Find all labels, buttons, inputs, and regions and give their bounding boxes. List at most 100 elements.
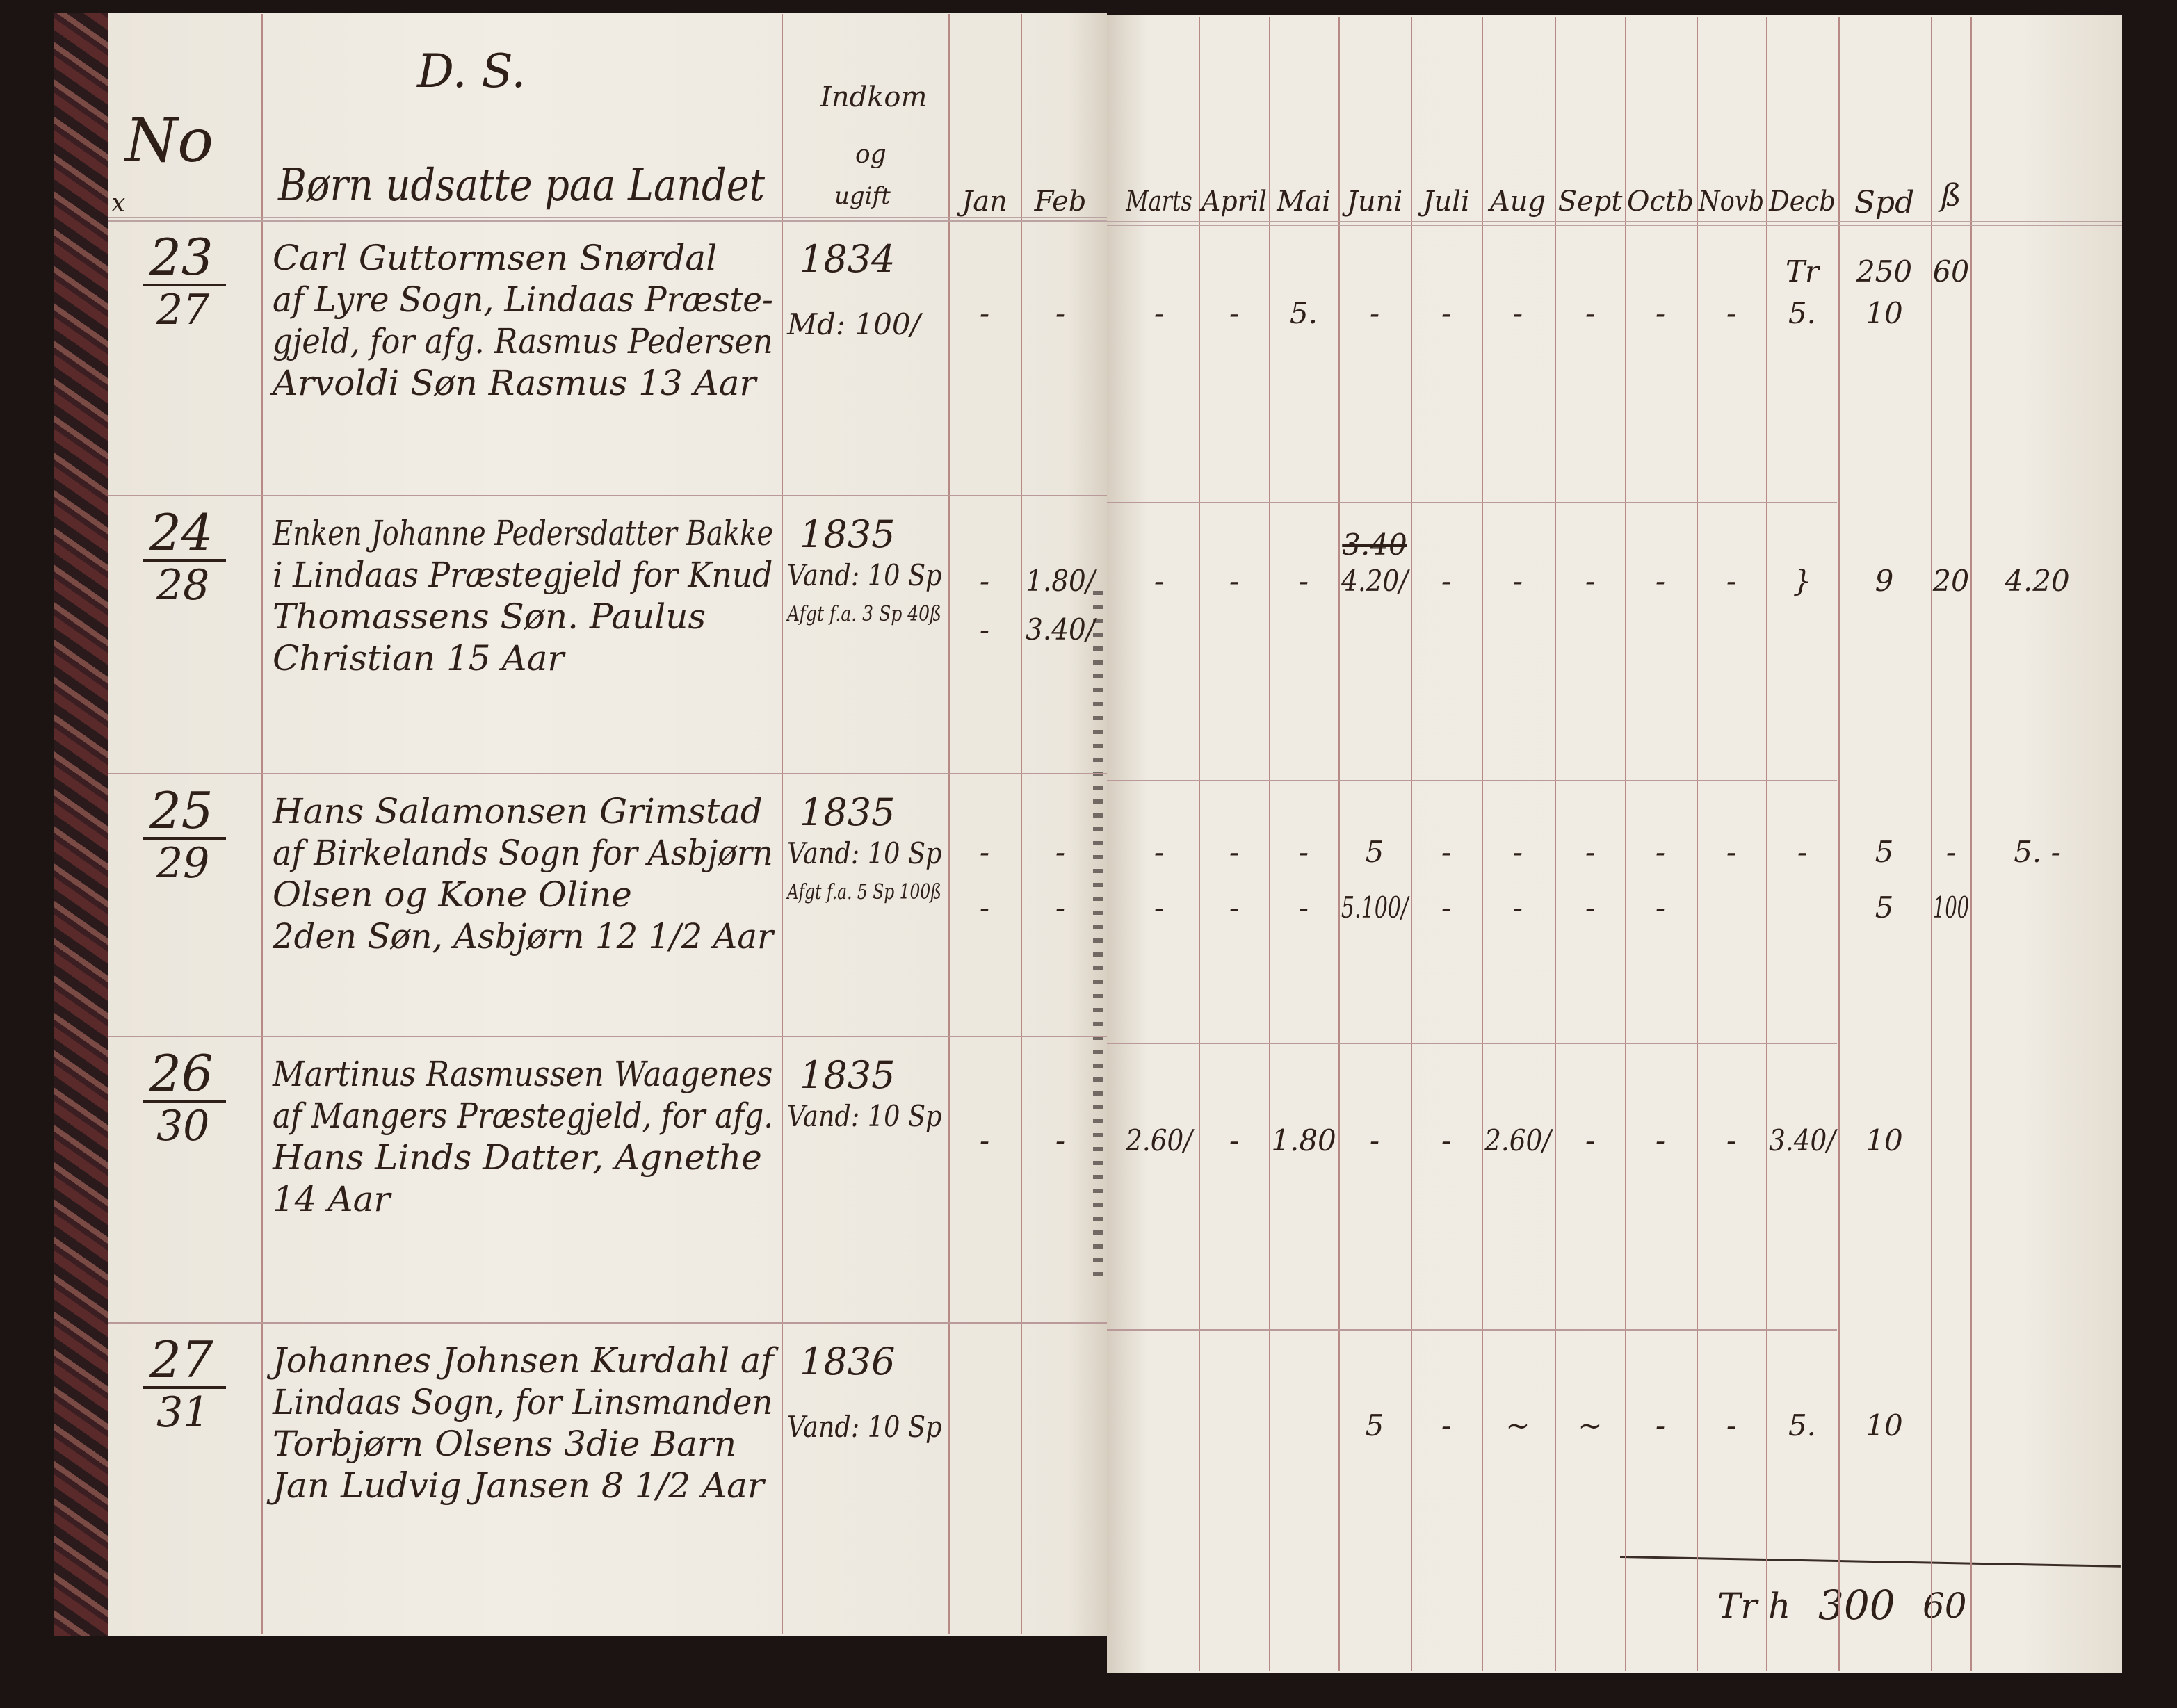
entry-sub-number: 27: [156, 286, 210, 334]
number-fraction-bar: [143, 837, 226, 840]
entry-text-line: af Lyre Sogn, Lindaas Præste-: [273, 279, 773, 320]
payment-feb: 3.40/: [1026, 612, 1095, 646]
entry-text-line: af Birkelands Sogn for Asbjørn: [273, 833, 773, 873]
payment-marts: -: [1154, 296, 1165, 330]
entry-text-line: af Mangers Præstegjeld, for afg.: [273, 1096, 774, 1136]
payment-mai: -: [1298, 564, 1309, 598]
right-page: [1107, 15, 2122, 1673]
payment-juni: 5.100/: [1341, 890, 1409, 925]
payment-mai: 1.80: [1271, 1123, 1336, 1157]
payment-novb: -: [1726, 1123, 1737, 1157]
entry-note: Md: 100/: [787, 307, 921, 341]
row-rule: [1107, 1043, 1837, 1044]
payment-aug: -: [1512, 296, 1523, 330]
payment-jan: -: [979, 890, 990, 925]
month-header-juni: Juni: [1346, 186, 1403, 218]
payment-jan: -: [979, 296, 990, 330]
header-rule: [108, 217, 1107, 222]
payment-aug: -: [1512, 835, 1523, 869]
payment-juni: -: [1369, 1123, 1380, 1157]
payment-marts: -: [1154, 564, 1165, 598]
payment-extra: 4.20: [2005, 564, 2070, 598]
income-header-3: ugift: [834, 182, 891, 210]
entry-note: Afgt f.a. 5 Sp 100ß: [787, 880, 941, 904]
payment-spd: 250: [1856, 254, 1913, 288]
total-prefix: Tr h: [1717, 1586, 1791, 1626]
payment-novb: -: [1726, 564, 1737, 598]
payment-juli: -: [1441, 296, 1452, 330]
column-rule: [261, 14, 263, 1634]
number-header: No: [125, 106, 214, 176]
payment-feb: -: [1055, 296, 1066, 330]
entry-number: 26: [149, 1044, 213, 1103]
entry-sub-number: 28: [156, 561, 210, 610]
payment-spd: 5: [1875, 890, 1894, 925]
column-rule: [1411, 17, 1412, 1671]
income-header-1: Indkom: [820, 81, 928, 113]
number-fraction-bar: [143, 559, 226, 562]
column-rule: [1838, 17, 1840, 1671]
payment-novb: -: [1726, 1408, 1737, 1442]
column-rule: [1766, 17, 1767, 1671]
payment-aug: ~: [1505, 1408, 1530, 1442]
entry-sub-number: 30: [156, 1102, 210, 1150]
payment-skilling: -: [1945, 835, 1957, 869]
month-header-mai: Mai: [1277, 186, 1331, 218]
month-header-feb: Feb: [1034, 186, 1087, 218]
payment-octb: -: [1655, 564, 1666, 598]
payment-jan: -: [979, 835, 990, 869]
entry-text-line: 14 Aar: [273, 1179, 391, 1219]
payment-feb: 1.80/: [1026, 564, 1095, 598]
header-rule: [1107, 221, 2122, 226]
payment-jan: -: [979, 564, 990, 598]
row-rule: [108, 773, 1107, 774]
entry-text-line: Martinus Rasmussen Waagenes: [273, 1054, 773, 1094]
total-spd: 300: [1818, 1581, 1895, 1629]
month-header-juli: Juli: [1423, 186, 1470, 218]
entry-year: 1835: [800, 790, 896, 834]
income-header-2: og: [855, 140, 887, 169]
month-header-sept: Sept: [1557, 186, 1623, 218]
payment-octb: -: [1655, 835, 1666, 869]
column-rule: [1625, 17, 1626, 1671]
ds-header: D. S.: [417, 44, 526, 98]
payment-skilling: 60: [1932, 254, 1970, 288]
entry-text-line: Hans Salamonsen Grimstad: [273, 791, 763, 831]
entry-text-line: gjeld, for afg. Rasmus Pedersen: [273, 321, 773, 361]
column-rule: [1269, 17, 1270, 1671]
payment-juli: -: [1441, 1408, 1452, 1442]
payment-april: -: [1229, 296, 1240, 330]
payment-sept: ~: [1578, 1408, 1603, 1442]
row-rule: [108, 495, 1107, 496]
month-header-april: April: [1201, 186, 1268, 218]
column-rule: [1021, 14, 1022, 1634]
row-rule: [108, 1036, 1107, 1037]
entry-text-line: Enken Johanne Pedersdatter Bakke: [273, 513, 774, 553]
payment-juni: -: [1369, 296, 1380, 330]
payment-aug: 2.60/: [1484, 1123, 1551, 1157]
payment-octb: -: [1655, 890, 1666, 925]
payment-sept: -: [1585, 890, 1596, 925]
entry-text-line: Hans Linds Datter, Agnethe: [273, 1137, 762, 1178]
margin-mark: x: [111, 189, 126, 218]
payment-marts: 2.60/: [1126, 1123, 1192, 1157]
payment-sept: -: [1585, 835, 1596, 869]
payment-decb: Tr: [1785, 254, 1820, 288]
row-rule: [1107, 780, 1837, 781]
number-fraction-bar: [143, 1100, 226, 1103]
month-header-decb: Decb: [1769, 186, 1836, 218]
payment-juni: 5: [1365, 835, 1384, 869]
payment-decb: }: [1792, 564, 1812, 598]
payment-spd: 9: [1875, 564, 1894, 598]
payment-novb: -: [1726, 296, 1737, 330]
payment-mai: -: [1298, 890, 1309, 925]
payment-sept: -: [1585, 1123, 1596, 1157]
payment-feb: -: [1055, 835, 1066, 869]
payment-spd: 10: [1866, 1408, 1903, 1442]
entry-text-line: Arvoldi Søn Rasmus 13 Aar: [273, 363, 756, 403]
payment-mai: -: [1298, 835, 1309, 869]
payment-skilling: 100: [1932, 890, 1970, 925]
payment-decb: 5.: [1788, 1408, 1817, 1442]
payment-spd: 5: [1875, 835, 1894, 869]
entry-text-line: Olsen og Kone Oline: [273, 875, 632, 915]
